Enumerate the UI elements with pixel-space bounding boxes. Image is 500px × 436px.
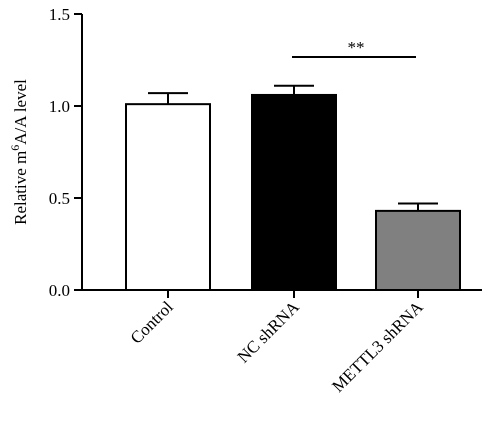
y-axis-title-suffix: A/A level <box>11 79 30 145</box>
y-tick-label: 1.0 <box>49 97 70 116</box>
bar <box>125 103 211 291</box>
significance-label: ** <box>348 38 365 57</box>
significance-annotation: ** <box>292 38 416 58</box>
y-tick-label: 0.0 <box>49 281 70 300</box>
bar <box>375 209 461 292</box>
y-tick-label: 1.5 <box>49 5 70 24</box>
y-axis-title-prefix: Relative m <box>11 151 30 225</box>
x-tick-label: METTL3 shRNA <box>328 297 427 396</box>
y-tick-label: 0.5 <box>49 189 70 208</box>
y-axis: 0.0 0.5 1.0 1.5 <box>49 5 83 300</box>
error-bars <box>148 84 438 211</box>
bars <box>125 93 461 292</box>
x-tick-label: NC shRNA <box>234 297 304 367</box>
y-axis-title-superscript: 6 <box>8 145 22 151</box>
y-axis-title: Relative m6A/A level <box>8 79 30 225</box>
x-axis: Control NC shRNA METTL3 shRNA <box>81 289 482 396</box>
bar <box>251 93 337 291</box>
x-tick-label: Control <box>127 297 177 347</box>
